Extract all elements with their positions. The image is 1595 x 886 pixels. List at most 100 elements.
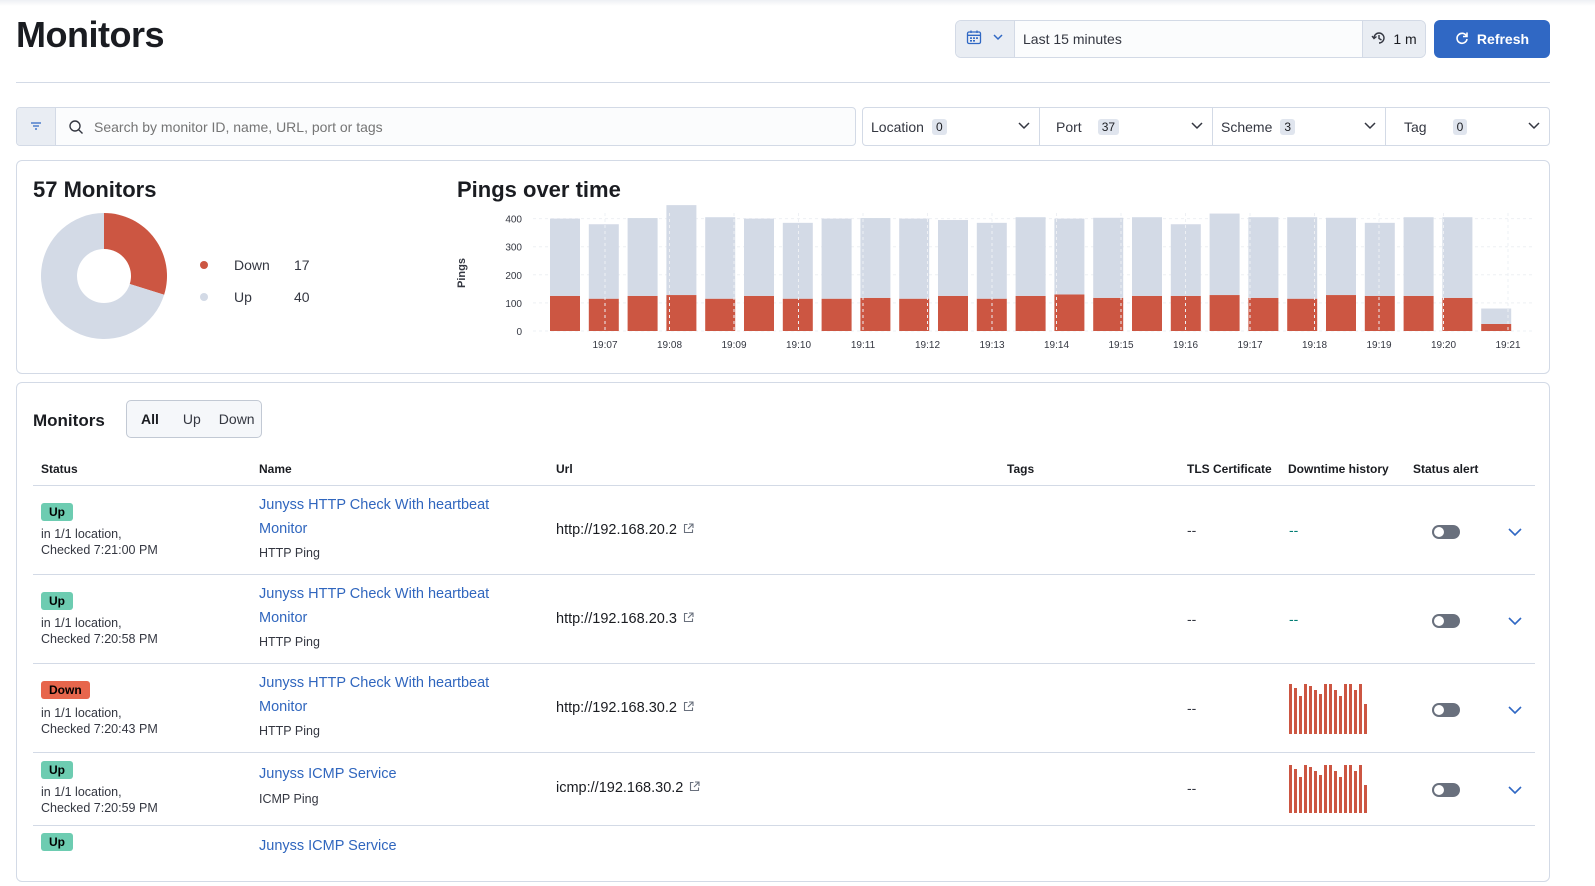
bar-up [666, 205, 697, 296]
table-row: Up in 1/1 location, Checked 7:20:59 PM J… [33, 753, 1535, 826]
downtime-history-sparkline [1289, 765, 1367, 813]
bar-down [782, 298, 813, 331]
monitor-url-link[interactable]: icmp://192.168.30.2 [556, 780, 700, 796]
y-tick-label: 200 [505, 271, 522, 282]
down-dot-icon [200, 261, 208, 269]
donut-slice-up [41, 213, 165, 339]
status-filter-all[interactable]: All [141, 411, 159, 427]
x-tick-label: 19:16 [1173, 340, 1198, 351]
monitor-url-link[interactable]: http://192.168.30.2 [556, 700, 694, 716]
column-name[interactable]: Name [259, 462, 292, 476]
status-alert-toggle[interactable] [1432, 783, 1460, 797]
filter-tag[interactable]: Tag 0 [1386, 108, 1549, 145]
bar-down [1326, 295, 1356, 331]
pings-over-time-chart: Pings 0 100 200 300 400 19:07 19:08 19:09 19:10 19… [456, 205, 1533, 351]
bar-up [1442, 217, 1473, 298]
status-donut-chart [41, 213, 167, 339]
bar-down [1054, 294, 1085, 331]
external-link-icon [683, 522, 694, 538]
status-badge: Down [41, 681, 90, 699]
bar-up [1403, 217, 1434, 296]
column-status-alert[interactable]: Status alert [1413, 462, 1479, 476]
location-text: in 1/1 location, [41, 706, 122, 720]
column-tags[interactable]: Tags [1007, 462, 1035, 476]
bar-up [1015, 217, 1046, 296]
column-url[interactable]: Url [556, 462, 573, 476]
status-alert-toggle[interactable] [1432, 525, 1460, 539]
auto-refresh-interval[interactable]: 1 m [1362, 21, 1425, 57]
bar-down [1209, 295, 1240, 331]
expand-row-chevron-icon[interactable] [1507, 524, 1523, 540]
monitor-name-link[interactable]: Junyss HTTP Check With heartbeat Monitor [259, 497, 490, 537]
status-alert-toggle[interactable] [1432, 614, 1460, 628]
downtime-history-empty: -- [1289, 522, 1299, 538]
x-tick-label: 19:12 [915, 340, 940, 351]
monitor-name-link[interactable]: Junyss HTTP Check With heartbeat Monitor [259, 586, 490, 626]
url-text: icmp://192.168.30.2 [556, 780, 684, 796]
column-tls-certificate[interactable]: TLS Certificate [1187, 462, 1272, 476]
status-alert-toggle[interactable] [1432, 703, 1460, 717]
bar-down [550, 295, 580, 331]
monitor-url-link[interactable]: http://192.168.20.3 [556, 611, 694, 627]
bar-up [938, 220, 968, 296]
search-input[interactable] [84, 108, 855, 145]
bar-up [1364, 222, 1395, 296]
status-filter-down[interactable]: Down [218, 411, 255, 427]
column-status[interactable]: Status [41, 462, 78, 476]
legend-down: Down 17 [200, 249, 310, 281]
quick-select-button[interactable] [956, 21, 1015, 57]
monitor-type: HTTP Ping [259, 546, 320, 560]
external-link-icon [683, 611, 694, 627]
donut-slice-down [104, 213, 167, 295]
x-tick-label: 19:17 [1237, 340, 1262, 351]
filter-port[interactable]: Port 37 [1040, 108, 1213, 145]
filter-options-button[interactable] [17, 108, 56, 145]
monitor-list-panel: Monitors All Up Down Status Name Url Tag… [16, 382, 1550, 882]
status-location-text: in 1/1 location, Checked 7:21:00 PM [41, 526, 158, 558]
status-badge: Up [41, 592, 73, 610]
downtime-history-sparkline [1289, 684, 1367, 734]
date-range-display[interactable]: Last 15 minutes [1015, 21, 1362, 57]
column-downtime-history[interactable]: Downtime history [1288, 462, 1389, 476]
y-axis-label: Pings [456, 258, 468, 288]
bar-down [1403, 295, 1434, 331]
expand-row-chevron-icon[interactable] [1507, 613, 1523, 629]
refresh-interval-icon [1371, 30, 1387, 49]
monitor-list-title: Monitors [33, 411, 105, 430]
monitor-type: HTTP Ping [259, 724, 320, 738]
status-location-text: in 1/1 location, Checked 7:20:43 PM [41, 705, 158, 737]
search-bar [16, 107, 856, 146]
filter-scheme-count: 3 [1280, 118, 1296, 135]
downtime-history-empty: -- [1289, 611, 1299, 627]
x-tick-label: 19:11 [851, 340, 876, 351]
checked-text: Checked 7:20:43 PM [41, 722, 158, 736]
checked-text: Checked 7:21:00 PM [41, 543, 158, 557]
filter-scheme[interactable]: Scheme 3 [1213, 108, 1386, 145]
bar-up [550, 218, 580, 296]
table-row: Up Junyss ICMP Service [33, 826, 1535, 886]
status-badge: Up [41, 503, 73, 521]
tls-certificate-value: -- [1187, 700, 1197, 716]
monitor-url-link[interactable]: http://192.168.20.2 [556, 522, 694, 538]
status-filter-up[interactable]: Up [182, 411, 201, 427]
status-badge: Up [41, 761, 73, 779]
filter-location[interactable]: Location 0 [863, 108, 1040, 145]
monitor-name-link[interactable]: Junyss ICMP Service [259, 838, 397, 854]
bar-up [588, 224, 619, 299]
expand-row-chevron-icon[interactable] [1507, 782, 1523, 798]
top-shadow [0, 0, 1595, 6]
monitor-name-link[interactable]: Junyss HTTP Check With heartbeat Monitor [259, 675, 490, 715]
legend-up: Up 40 [200, 281, 310, 313]
monitor-name-link[interactable]: Junyss ICMP Service [259, 766, 397, 782]
expand-row-chevron-icon[interactable] [1507, 702, 1523, 718]
bar-up [1170, 224, 1201, 296]
bar-up [744, 218, 774, 296]
filter-port-label: Port [1056, 118, 1082, 135]
tls-certificate-value: -- [1187, 780, 1197, 796]
bar-down [1442, 297, 1473, 331]
bar-up [627, 218, 658, 296]
y-tick-label: 400 [505, 215, 522, 226]
bar-up [860, 218, 891, 298]
external-link-icon [683, 700, 694, 716]
refresh-button[interactable]: Refresh [1434, 20, 1550, 58]
